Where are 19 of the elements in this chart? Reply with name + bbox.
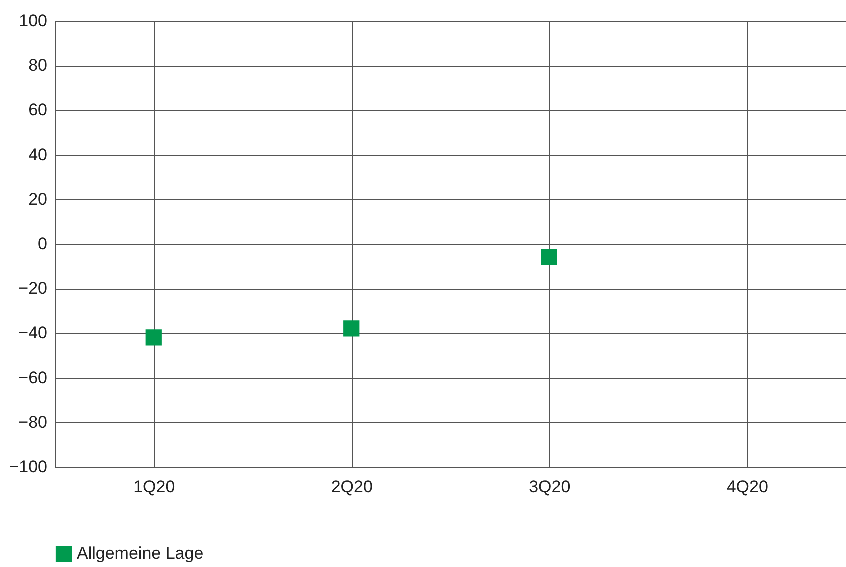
x-tick-label: 4Q20 [726,478,768,496]
legend-label: Allgemeine Lage [77,544,204,563]
y-tick-label: 60 [28,100,48,120]
y-tick-label: 20 [28,190,48,209]
x-tick-label: 3Q20 [529,478,571,496]
point [344,320,360,337]
point [146,330,162,346]
y-tick-label: −60 [18,368,48,388]
y-tick-label: −80 [18,412,48,432]
y-tick-label: 0 [38,234,48,254]
y-tick-label: 40 [28,145,48,164]
y-tick-label: 100 [19,12,48,30]
x-tick-label: 1Q20 [134,478,176,496]
y-tick-label: −100 [9,458,48,476]
y-tick-label: −20 [18,279,48,298]
x-tick-label: 2Q20 [331,478,373,496]
y-tick-label: −40 [18,324,48,343]
point [541,249,558,266]
y-tick-label: 80 [28,56,48,76]
